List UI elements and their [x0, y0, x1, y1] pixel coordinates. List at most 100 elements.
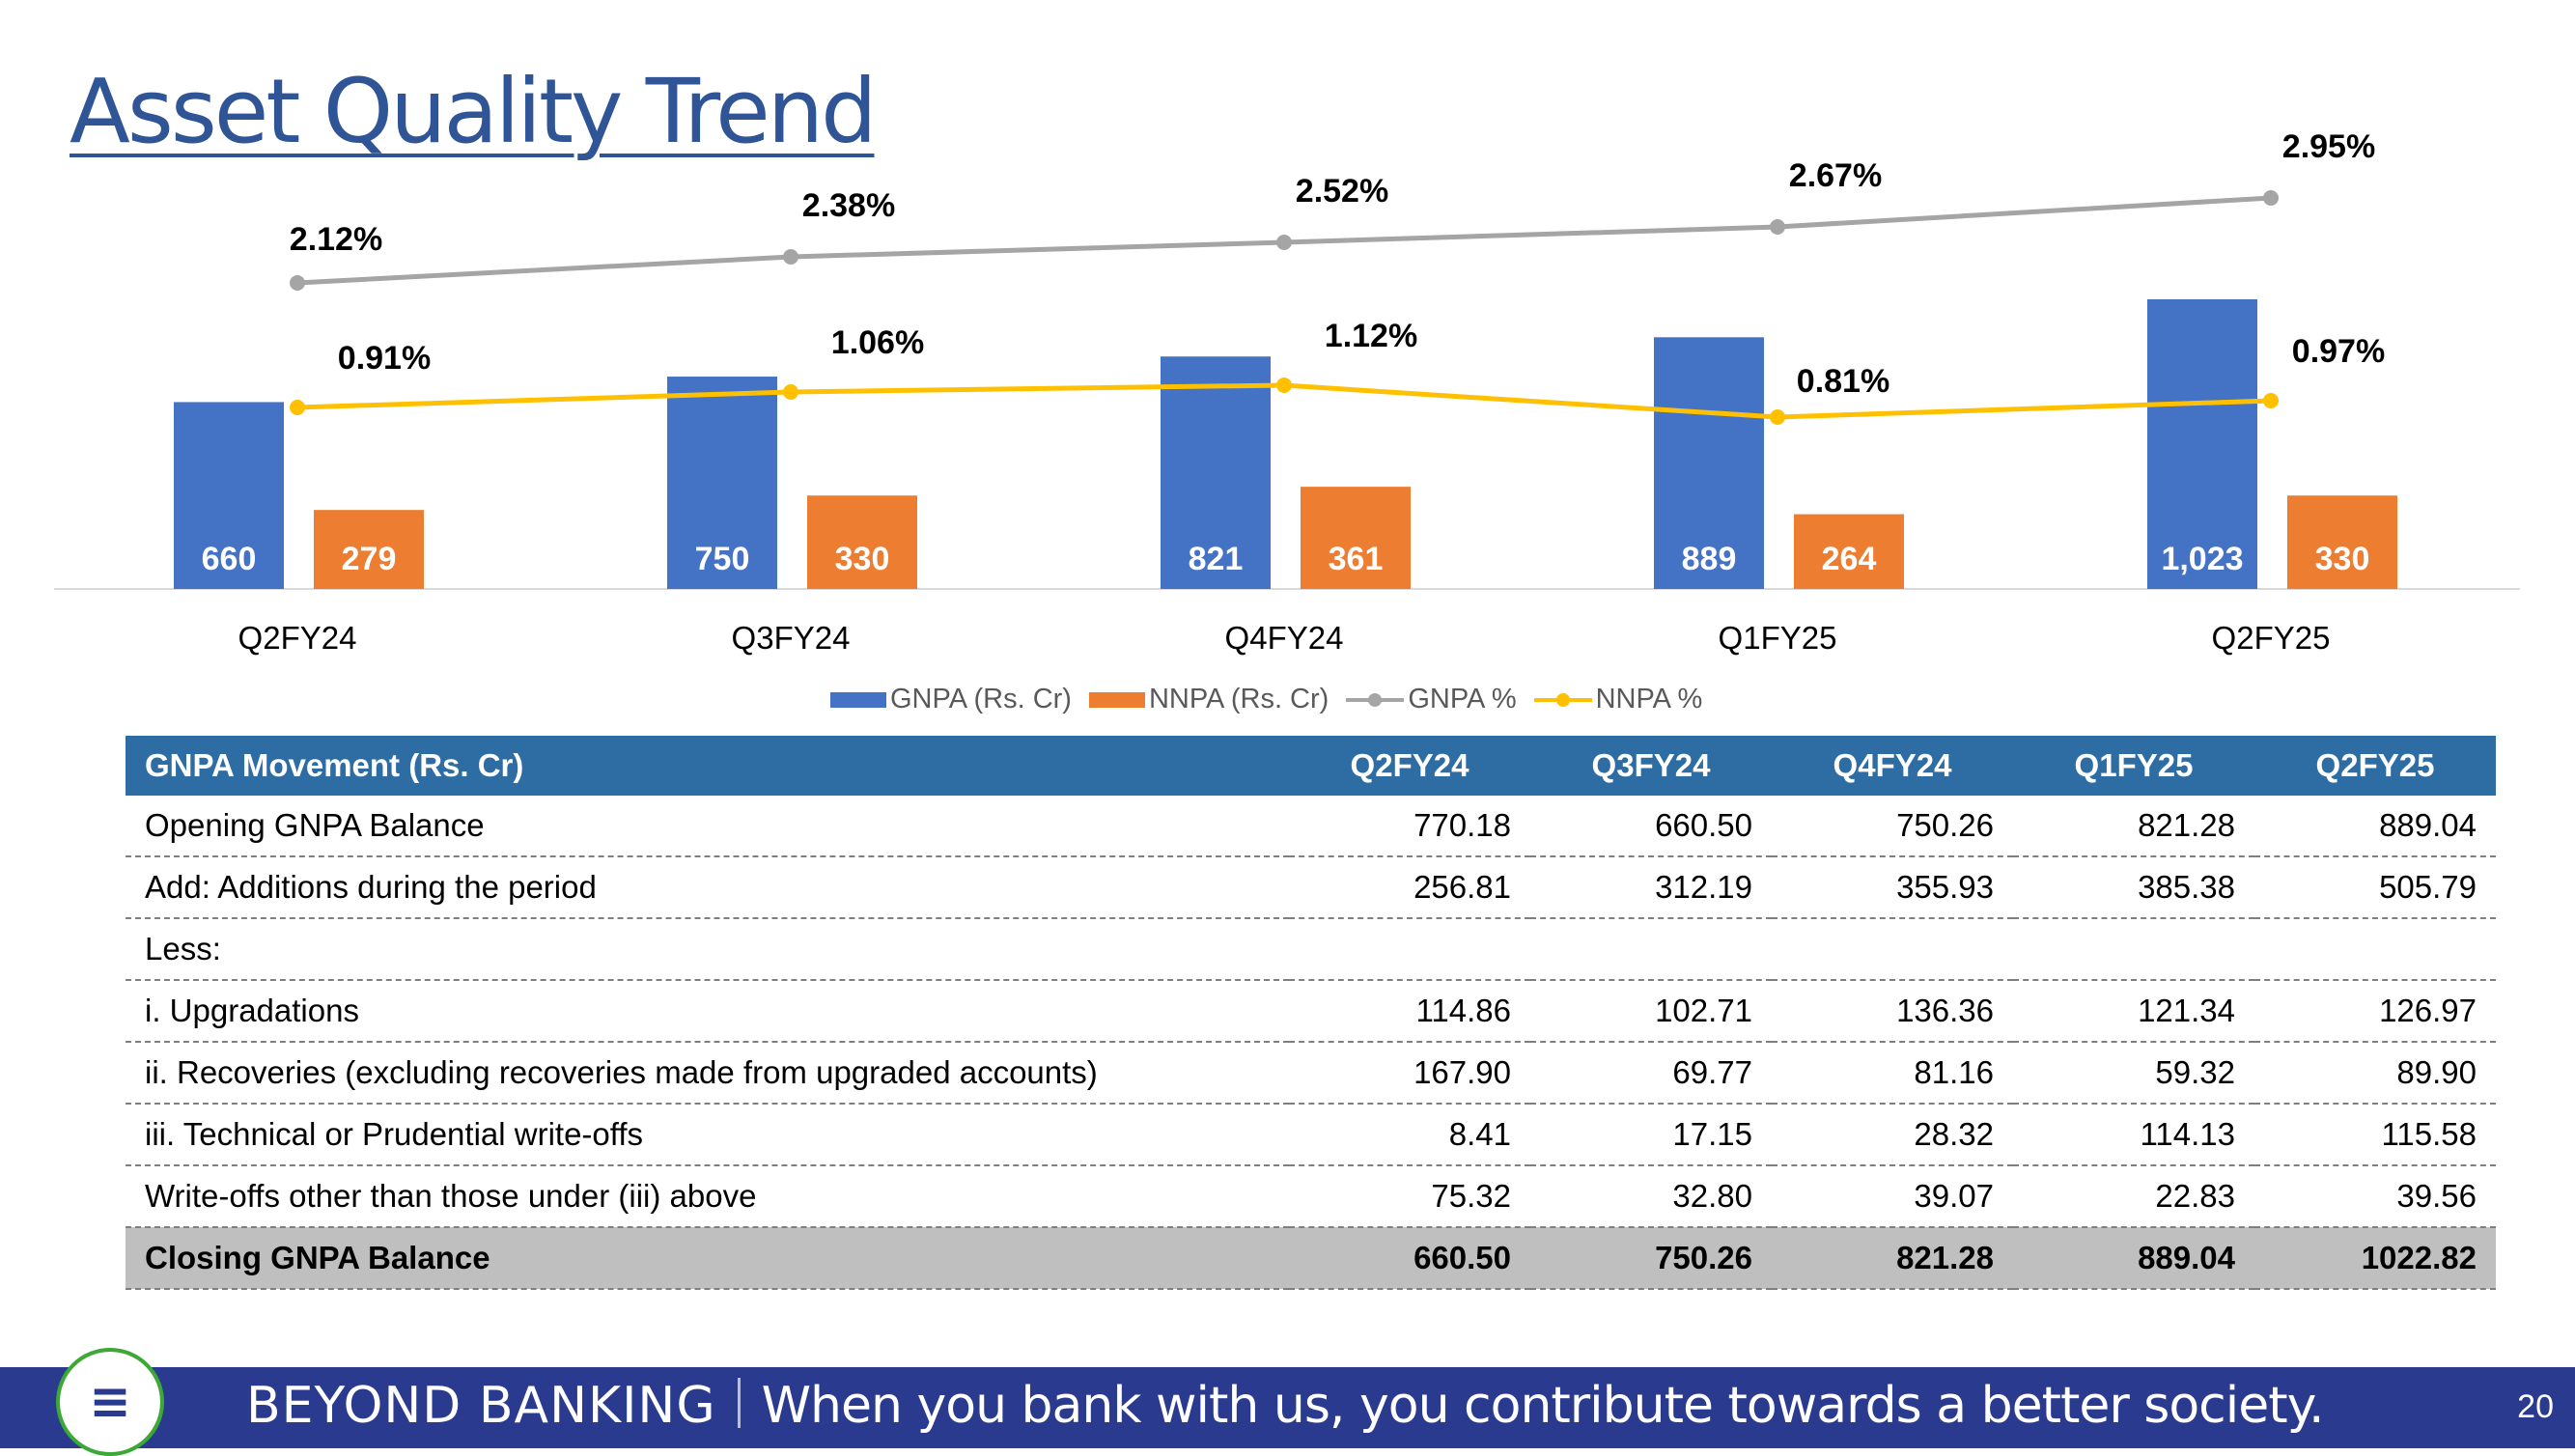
bar-data-label: 279: [342, 541, 397, 577]
table-cell: 102.71: [1530, 980, 1772, 1043]
row-label: i. Upgradations: [126, 980, 1289, 1043]
line-data-label: 2.67%: [1789, 157, 1882, 194]
footer-banner: BEYOND BANKING When you bank with us, you…: [0, 1367, 2575, 1448]
table-row: iii. Technical or Prudential write-offs …: [126, 1104, 2496, 1166]
table-header-cell: Q1FY25: [2013, 736, 2254, 796]
line-data-label: 1.12%: [1325, 318, 1417, 354]
table-header-cell: Q2FY24: [1289, 736, 1530, 796]
table-cell: 136.36: [1772, 980, 2013, 1043]
x-tick-label: Q1FY25: [1719, 620, 1837, 656]
bank-logo-icon: ≡: [56, 1348, 164, 1456]
table-row: Opening GNPA Balance 770.18 660.50 750.2…: [126, 796, 2496, 857]
table-cell: [2013, 918, 2254, 981]
bar: [1161, 356, 1271, 589]
x-tick-label: Q3FY24: [732, 620, 851, 656]
legend-swatch-nnpa: [1088, 691, 1145, 708]
footer-tagline: When you bank with us, you contribute to…: [761, 1377, 2325, 1435]
table-cell: 256.81: [1289, 856, 1530, 919]
table-cell: 312.19: [1530, 856, 1772, 919]
table-cell: 750.26: [1772, 796, 2013, 857]
legend-item-nnpa-pct: NNPA %: [1533, 684, 1703, 715]
table-cell: 889.04: [2254, 796, 2496, 857]
table-cell: 89.90: [2254, 1042, 2496, 1105]
gnpa-movement-table: GNPA Movement (Rs. Cr) Q2FY24 Q3FY24 Q4F…: [126, 736, 2496, 1290]
table-cell: 39.56: [2254, 1165, 2496, 1228]
legend-label-nnpa: NNPA (Rs. Cr): [1148, 684, 1329, 714]
table-row: i. Upgradations 114.86 102.71 136.36 121…: [126, 980, 2496, 1043]
bar: [1301, 487, 1411, 589]
bar: [314, 510, 424, 589]
line-point: [2263, 190, 2279, 206]
legend-label-gnpa: GNPA (Rs. Cr): [890, 684, 1072, 714]
legend-item-nnpa: NNPA (Rs. Cr): [1088, 684, 1329, 715]
table-cell: 28.32: [1772, 1104, 2013, 1166]
bar-data-label: 889: [1682, 541, 1737, 577]
line-data-label: 2.95%: [2282, 128, 2375, 165]
table-cell: 114.86: [1289, 980, 1530, 1043]
table-cell: 889.04: [2013, 1227, 2254, 1290]
table-cell: [1772, 918, 2013, 981]
line-point: [783, 384, 798, 400]
table-header-row: GNPA Movement (Rs. Cr) Q2FY24 Q3FY24 Q4F…: [126, 736, 2496, 796]
line-data-label: 1.06%: [831, 324, 924, 361]
table-cell: 59.32: [2013, 1042, 2254, 1105]
table-header-cell: Q3FY24: [1530, 736, 1772, 796]
legend-swatch-gnpa: [830, 691, 886, 708]
page-title: Asset Quality Trend: [70, 60, 877, 163]
table-cell: 121.34: [2013, 980, 2254, 1043]
bar: [1654, 337, 1764, 589]
table-cell: 39.07: [1772, 1165, 2013, 1228]
table-cell: 770.18: [1289, 796, 1530, 857]
bar-data-label: 750: [695, 541, 750, 577]
bar: [174, 402, 284, 589]
table-cell: 505.79: [2254, 856, 2496, 919]
line-point: [1276, 235, 1292, 250]
table-cell: 821.28: [2013, 796, 2254, 857]
row-label: Closing GNPA Balance: [126, 1227, 1289, 1290]
table-row: Add: Additions during the period 256.81 …: [126, 856, 2496, 919]
table-cell: 126.97: [2254, 980, 2496, 1043]
table-cell: 22.83: [2013, 1165, 2254, 1228]
x-tick-label: Q2FY25: [2212, 620, 2331, 656]
row-label: Opening GNPA Balance: [126, 796, 1289, 857]
line-point: [290, 275, 305, 291]
line-data-label: 0.81%: [1797, 363, 1889, 400]
line-data-label: 2.38%: [802, 187, 895, 224]
legend-item-gnpa-pct: GNPA %: [1346, 684, 1517, 715]
line-point: [1770, 409, 1785, 425]
logo-mark: ≡: [89, 1373, 131, 1431]
bar-data-label: 1,023: [2161, 541, 2243, 577]
bar: [807, 495, 917, 589]
footer-text: BEYOND BANKING When you bank with us, you…: [246, 1377, 2325, 1435]
table-row: Less:: [126, 918, 2496, 981]
table-cell: 115.58: [2254, 1104, 2496, 1166]
chart-legend: GNPA (Rs. Cr) NNPA (Rs. Cr) GNPA % NNPA …: [830, 684, 1702, 715]
legend-swatch-gnpa-pct: [1346, 692, 1405, 708]
bar-data-label: 821: [1189, 541, 1244, 577]
row-label: Add: Additions during the period: [126, 856, 1289, 919]
table-cell: [1530, 918, 1772, 981]
bar-data-label: 330: [2315, 541, 2370, 577]
legend-swatch-nnpa-pct: [1533, 692, 1592, 708]
legend-label-nnpa-pct: NNPA %: [1595, 684, 1703, 714]
footer-brand: BEYOND BANKING: [246, 1377, 716, 1435]
table-header-cell: Q2FY25: [2254, 736, 2496, 796]
table-header-cell: GNPA Movement (Rs. Cr): [126, 736, 1289, 796]
table-cell: 8.41: [1289, 1104, 1530, 1166]
table-row: ii. Recoveries (excluding recoveries mad…: [126, 1042, 2496, 1105]
line-point: [2263, 393, 2279, 408]
table-cell: 167.90: [1289, 1042, 1530, 1105]
bar: [1794, 514, 1904, 589]
row-label: ii. Recoveries (excluding recoveries mad…: [126, 1042, 1289, 1105]
bar-data-label: 264: [1822, 541, 1877, 577]
page-number: 20: [2517, 1388, 2554, 1425]
table-cell: 355.93: [1772, 856, 2013, 919]
legend-item-gnpa: GNPA (Rs. Cr): [830, 684, 1072, 715]
legend-label-gnpa-pct: GNPA %: [1408, 684, 1517, 714]
row-label: iii. Technical or Prudential write-offs: [126, 1104, 1289, 1166]
bar: [2147, 299, 2257, 589]
bar-data-label: 660: [202, 541, 257, 577]
table-cell: [2254, 918, 2496, 981]
line-data-label: 0.97%: [2292, 333, 2385, 370]
bar: [2287, 495, 2397, 589]
